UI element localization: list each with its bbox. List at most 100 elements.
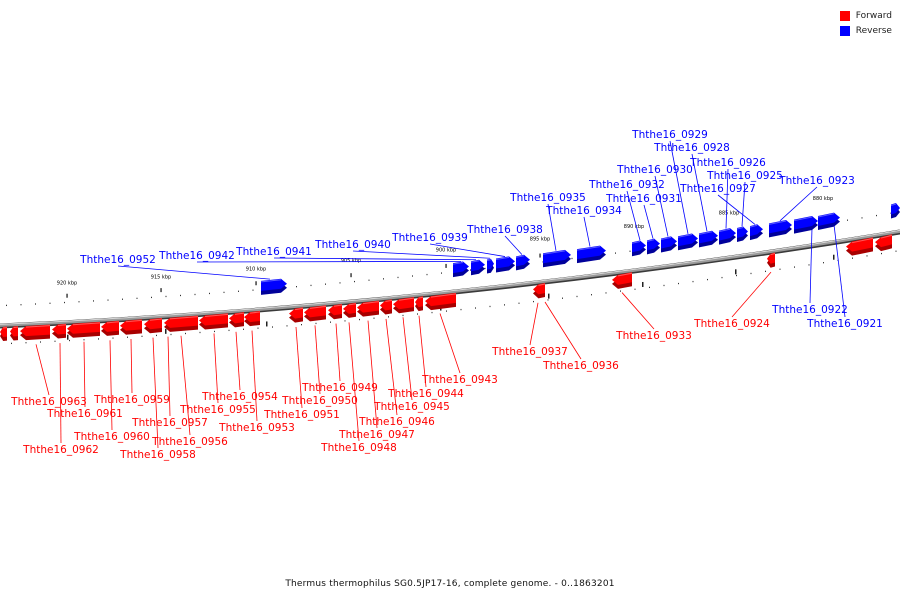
gene-arrow-body [496,256,515,269]
dot-tick [721,276,723,279]
leader-line-ththe16-0928 [691,153,708,232]
gene-arrow-shine [398,297,415,301]
leader-line-ththe16-0946 [385,318,398,416]
gene-arrow-rev-0 [260,278,287,295]
scale-label: 915 kbp [151,274,171,280]
dot-tick [446,310,447,312]
dot-tick [383,278,384,280]
dot-tick [397,276,399,279]
dot-tick [571,257,573,260]
gene-label-ththe16-0956: Ththe16_0956 [151,436,228,448]
dot-tick [692,280,694,283]
gene-arrow-shine [204,313,229,318]
gene-label-ththe16-0950: Ththe16_0950 [281,395,358,407]
legend: Forward Reverse [839,8,892,38]
scale-mark [350,273,352,278]
gene-arrow-rev-12 [698,230,718,248]
gene-arrow-body [577,245,606,260]
leader-line-ththe16-0957 [167,336,171,417]
gene-arrow-body [471,259,485,272]
gene-arrow-shine [817,213,835,218]
gene-arrow-rev-13 [718,228,736,245]
gene-arrow-fwd-9 [199,313,229,330]
dot-tick [562,297,563,299]
gene-arrow-fwd-20 [425,292,457,311]
gene-arrow-fwd-13 [304,305,327,322]
leader-line-ththe16-0931 [643,204,654,239]
gene-label-ththe16-0924: Ththe16_0924 [693,318,770,330]
dot-tick [78,301,80,303]
dot-tick [736,274,737,277]
gene-label-ththe16-0954: Ththe16_0954 [201,391,278,403]
gene-arrow-shine [890,203,897,206]
gene-arrow-body [769,219,792,234]
gene-arrow-shine [430,293,457,298]
leader-line-ththe16-0933 [621,292,655,330]
gene-label-ththe16-0948: Ththe16_0948 [320,442,397,454]
leader-line-ththe16-0963 [35,344,50,396]
scale-mark [445,263,447,268]
leader-line-ththe16-0953 [251,330,258,422]
dot-tick [54,340,56,342]
gene-arrow-shine [793,216,813,222]
gene-arrow-body [543,249,571,264]
leader-line-ththe16-0961 [83,341,86,408]
gene-arrow-fwd-19 [415,296,424,312]
gene-arrow-rev-19 [890,203,900,219]
leader-line-ththe16-0938 [504,235,523,255]
leader-line-ththe16-0935 [547,203,557,251]
gene-arrow-shine [646,239,655,242]
gene-arrow-shine [106,321,120,324]
genome-title: Thermus thermophilus SG0.5JP17-16, compl… [285,579,615,589]
dot-tick [107,299,109,301]
gene-arrow-body [767,252,775,264]
leader-line-ththe16-0923 [779,186,818,222]
gene-arrow-body [737,226,748,239]
dot-tick [194,293,196,296]
gene-arrow-body [516,254,530,267]
gene-arrow-shine [718,228,731,233]
dot-tick [315,322,317,325]
dot-tick [141,335,143,337]
dot-tick [185,332,186,335]
dot-tick [895,250,897,252]
dot-tick [823,262,824,264]
dot-tick [69,339,70,342]
scale-label: 880 kbp [813,196,833,202]
leader-line-ththe16-0947 [367,320,378,429]
gene-arrow-body [20,324,50,337]
gene-arrow-fwd-15 [343,302,357,318]
dot-tick [83,339,85,341]
leader-line-ththe16-0962 [59,343,62,444]
gene-arrow-body [393,297,414,310]
leader-line-ththe16-0958 [152,337,159,449]
gene-arrow-fwd-1 [10,326,19,341]
dot-tick [615,252,616,254]
dot-tick [223,291,225,294]
scale-mark [160,288,162,293]
gene-arrow-fwd-10 [229,312,245,328]
gene-arrow-fwd-0 [0,326,8,341]
leader-line-ththe16-0942 [196,260,462,263]
gene-arrow-rev-3 [486,258,494,274]
leader-line-ththe16-0948 [348,322,360,442]
dot-tick [151,296,152,299]
gene-label-ththe16-0951: Ththe16_0951 [263,409,340,421]
dot-tick [876,214,877,217]
leader-line-ththe16-0932 [626,190,641,241]
gene-label-ththe16-0957: Ththe16_0957 [131,417,208,429]
dot-tick [136,297,138,299]
gene-arrow-body [719,228,736,241]
dot-tick [359,318,360,321]
gene-arrow-shine [385,299,393,302]
gene-arrow-rev-15 [749,224,763,241]
leader-line-ththe16-0927 [717,194,756,225]
dot-tick [591,294,592,296]
leader-line-ththe16-0930 [654,175,669,237]
gene-label-ththe16-0942: Ththe16_0942 [158,250,235,262]
gene-arrow-shine [880,234,893,239]
gene-arrow-shine [486,259,491,262]
leader-line-ththe16-0940 [352,250,491,259]
dot-tick [238,290,239,292]
gene-arrow-fwd-18 [393,297,415,314]
